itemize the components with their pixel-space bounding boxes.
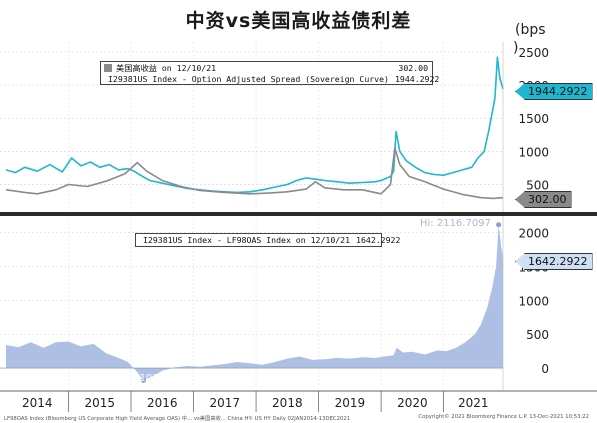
last-value-tag-cn-hy: 1944.2922 xyxy=(515,83,593,100)
x-tick-label: 2018 xyxy=(272,396,303,410)
legend-swatch-us-hy xyxy=(104,63,112,72)
chart-title: 中资vs美国高收益债利差 xyxy=(185,10,412,32)
x-tick-label: 2019 xyxy=(335,396,366,410)
bottom-legend: I29381US Index - LF98OAS Index on 12/10/… xyxy=(135,233,400,247)
legend-value-cn-hy: 1944.2922 xyxy=(394,73,440,84)
x-axis: 2014 2015 2016 2017 2018 2019 2020 2021 xyxy=(0,42,597,412)
high-marker xyxy=(496,222,502,228)
top-unit-label: (bps xyxy=(515,22,546,38)
y-tick-label: 2000 xyxy=(518,227,549,241)
low-marker xyxy=(141,377,147,383)
legend-label-cn-hy: I29381US Index - Option Adjusted Spread … xyxy=(108,73,389,84)
legend-label-diff: I29381US Index - LF98OAS Index on 12/10/… xyxy=(143,235,351,245)
legend-item-us-hy: 美国高收益 on 12/10/21 302.00 xyxy=(101,62,432,73)
y-tick-label: 500 xyxy=(526,178,549,192)
y-tick-label: 500 xyxy=(526,328,549,342)
y-tick-label: 1000 xyxy=(518,145,549,159)
x-tick-label: 2016 xyxy=(147,396,178,410)
legend-item-cn-hy: I29381US Index - Option Adjusted Spread … xyxy=(101,73,439,84)
last-value-tag-diff: 1642.2922 xyxy=(515,253,593,270)
x-tick-label: 2017 xyxy=(210,396,241,410)
y-tick-label: 1500 xyxy=(518,112,549,126)
x-tick-label: 2015 xyxy=(85,396,116,410)
panel-separator xyxy=(0,212,597,216)
y-tick-label: 0 xyxy=(541,362,549,376)
line-series xyxy=(5,147,504,200)
y-tick-label: 2500 xyxy=(518,46,549,60)
top-unit-label-close: ) xyxy=(513,40,519,56)
legend-item-diff: I29381US Index - LF98OAS Index on 12/10/… xyxy=(136,234,400,246)
low-annotation: Low: -182.1019 xyxy=(88,373,166,384)
legend-value-us-hy: 302.00 xyxy=(398,62,428,73)
legend-value-diff: 1642.2922 xyxy=(356,235,401,245)
x-tick-label: 2020 xyxy=(397,396,428,410)
legend-label-us-hy: 美国高收益 on 12/10/21 xyxy=(116,62,217,73)
footer-source: LF98OAS Index (Bloomberg US Corporate Hi… xyxy=(4,416,351,422)
last-value-tag-us-hy: 302.00 xyxy=(515,191,572,208)
x-tick-label: 2014 xyxy=(22,396,53,410)
line-series xyxy=(5,56,504,194)
top-legend: 美国高收益 on 12/10/21 302.00 I29381US Index … xyxy=(100,61,439,85)
x-tick-label: 2021 xyxy=(458,396,489,410)
high-annotation: Hi: 2116.7097 xyxy=(420,218,491,229)
area-series xyxy=(6,224,503,381)
y-tick-label: 1000 xyxy=(518,294,549,308)
footer-copyright: Copyright© 2021 Bloomberg Finance L.P. 1… xyxy=(418,414,589,420)
